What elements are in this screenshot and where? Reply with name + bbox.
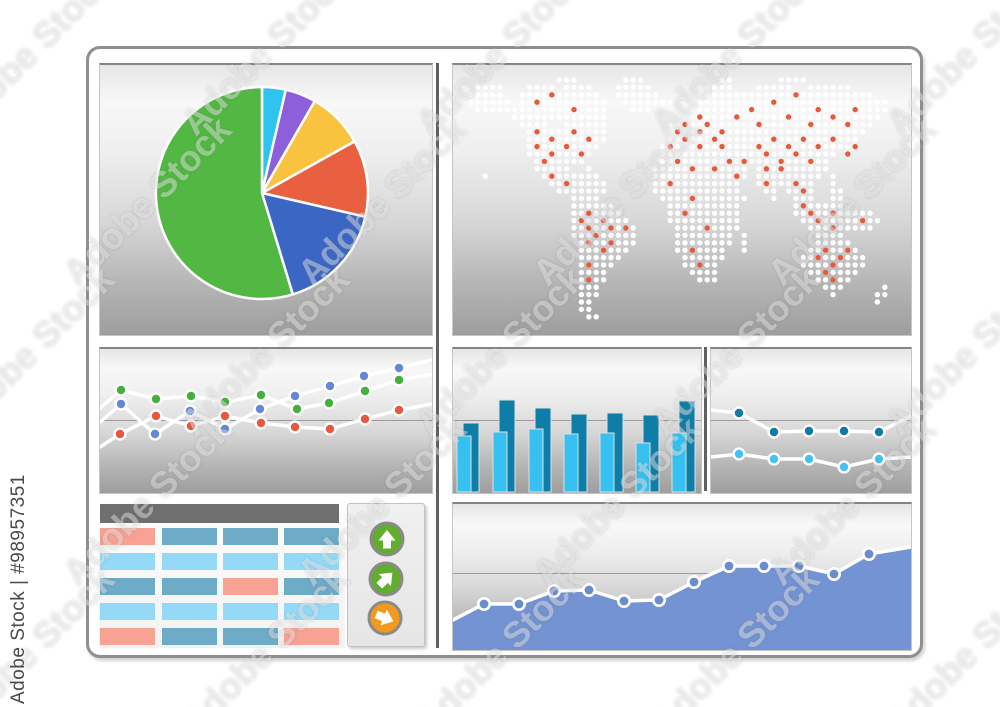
axis-line [453,573,911,574]
vertical-divider [436,63,439,648]
table-cell [284,553,339,570]
table-cell [223,578,278,595]
arrow-button-right-down[interactable] [363,596,407,640]
up-arrow-icon [369,521,405,557]
table-cell [162,553,217,570]
table-cell [284,578,339,595]
world-map-panel [452,63,912,336]
table-cell [162,578,217,595]
table-cell [223,553,278,570]
table-cell [100,628,155,645]
data-table-panel [99,502,345,648]
pie-chart [154,85,370,301]
area-chart [453,545,911,650]
table-cell [100,603,155,620]
table-cell [100,578,155,595]
arrow-button-strip [347,503,425,647]
table-cell [284,628,339,645]
table-cell [100,528,155,545]
adobe-stock-watermark: Adobe Stock [994,108,1000,293]
pie-chart-panel [99,63,433,336]
area-chart-panel [452,502,912,651]
adobe-stock-watermark: Adobe Stock [994,408,1000,593]
bar-chart [456,399,696,493]
table-cell [162,603,217,620]
table-cell [162,528,217,545]
table-cell [162,628,217,645]
table-cell [100,553,155,570]
right-down-arrow-icon [367,600,403,636]
two-series-line-chart [711,406,911,474]
up-right-arrow-icon [368,561,404,597]
arrow-button-up[interactable] [365,517,409,561]
world-dot-map [467,77,888,320]
table-cell [223,603,278,620]
table-cell [223,528,278,545]
two-line-chart-panel [710,347,912,494]
table-header-bar [100,504,339,523]
arrow-button-up-right[interactable] [364,557,408,601]
bar-chart-panel [452,347,702,494]
stock-id-watermark: Adobe Stock | #98957351 [8,474,29,704]
axis-line [711,420,911,421]
table-cell [284,603,339,620]
multi-line-chart-panel [99,347,433,494]
multi-series-line-chart [100,358,432,449]
table-cell [223,628,278,645]
vertical-divider [704,347,707,491]
table-cell [284,528,339,545]
